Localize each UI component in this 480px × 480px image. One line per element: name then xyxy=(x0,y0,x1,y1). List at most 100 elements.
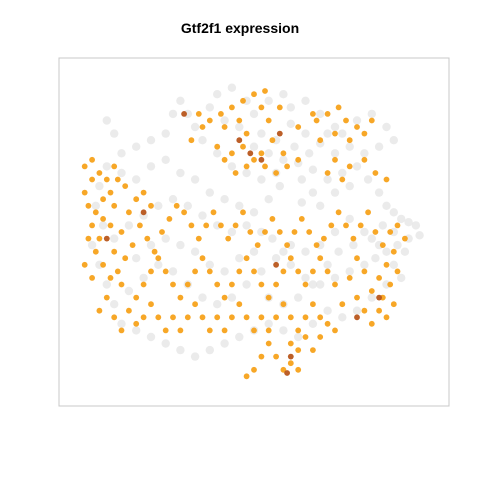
point-expressed-189 xyxy=(243,373,250,380)
point-expressed-22 xyxy=(243,163,250,170)
point-background-107 xyxy=(389,260,398,269)
point-high-5 xyxy=(103,235,110,242)
point-expressed-50 xyxy=(96,170,103,176)
point-expressed-92 xyxy=(240,209,246,216)
point-expressed-84 xyxy=(181,209,188,216)
point-expressed-103 xyxy=(321,235,327,242)
point-expressed-135 xyxy=(258,281,265,288)
point-background-88 xyxy=(132,326,141,335)
point-expressed-17 xyxy=(284,163,290,170)
point-background-36 xyxy=(330,273,340,283)
point-expressed-83 xyxy=(173,202,180,209)
point-background-156 xyxy=(301,96,310,106)
point-background-72 xyxy=(198,136,207,145)
point-expressed-49 xyxy=(89,156,95,163)
point-background-15 xyxy=(323,175,332,184)
point-expressed-58 xyxy=(107,189,114,196)
point-expressed-121 xyxy=(394,268,401,275)
point-background-162 xyxy=(205,103,214,112)
series-background xyxy=(87,83,424,361)
point-expressed-173 xyxy=(273,314,279,321)
point-expressed-65 xyxy=(92,248,99,255)
point-expressed-132 xyxy=(280,268,287,275)
point-expressed-208 xyxy=(89,275,95,281)
point-background-2 xyxy=(290,142,299,151)
point-expressed-110 xyxy=(372,229,379,235)
point-background-55 xyxy=(95,181,104,191)
point-background-64 xyxy=(220,195,229,204)
point-background-132 xyxy=(220,267,229,276)
point-expressed-138 xyxy=(236,268,243,275)
point-background-89 xyxy=(146,332,156,342)
point-expressed-38 xyxy=(332,130,338,137)
point-background-115 xyxy=(271,254,281,263)
point-expressed-70 xyxy=(129,242,136,249)
point-expressed-165 xyxy=(214,314,221,321)
point-background-44 xyxy=(227,227,237,237)
point-background-102 xyxy=(338,313,347,322)
point-expressed-13 xyxy=(240,143,246,150)
point-expressed-186 xyxy=(265,340,272,347)
point-background-94 xyxy=(220,339,229,348)
point-background-143 xyxy=(378,221,387,230)
point-background-97 xyxy=(264,319,273,328)
point-expressed-206 xyxy=(111,314,118,321)
point-expressed-124 xyxy=(346,275,353,281)
point-background-68 xyxy=(257,175,266,184)
point-expressed-62 xyxy=(100,216,106,222)
point-background-13 xyxy=(330,149,340,158)
point-background-79 xyxy=(132,142,141,151)
point-expressed-207 xyxy=(118,327,125,334)
point-expressed-115 xyxy=(390,248,397,255)
point-expressed-98 xyxy=(284,242,290,249)
point-background-153 xyxy=(345,142,354,151)
point-background-65 xyxy=(235,201,244,210)
point-background-33 xyxy=(371,254,380,263)
point-expressed-40 xyxy=(310,111,316,117)
point-expressed-108 xyxy=(357,222,364,229)
point-expressed-125 xyxy=(332,281,338,288)
point-background-40 xyxy=(279,247,288,256)
point-expressed-166 xyxy=(221,327,228,334)
point-high-8 xyxy=(354,314,360,321)
point-background-16 xyxy=(308,188,318,197)
point-background-14 xyxy=(338,168,347,178)
point-expressed-15 xyxy=(262,163,268,170)
point-expressed-196 xyxy=(354,294,360,301)
point-background-69 xyxy=(242,168,251,178)
point-expressed-66 xyxy=(100,261,106,268)
point-background-160 xyxy=(235,122,244,132)
point-background-128 xyxy=(161,234,170,243)
point-background-127 xyxy=(146,240,156,250)
point-expressed-102 xyxy=(313,242,320,249)
point-expressed-139 xyxy=(229,281,235,288)
point-expressed-69 xyxy=(122,255,129,262)
point-background-21 xyxy=(352,162,362,171)
point-background-32 xyxy=(382,247,391,256)
point-background-20 xyxy=(345,181,354,191)
point-background-104 xyxy=(367,293,376,302)
point-expressed-174 xyxy=(280,301,287,308)
point-expressed-185 xyxy=(273,353,279,360)
point-background-75 xyxy=(176,96,185,106)
point-background-141 xyxy=(349,240,358,250)
point-background-27 xyxy=(404,218,413,227)
point-high-6 xyxy=(287,353,294,360)
point-expressed-75 xyxy=(133,196,140,203)
point-background-98 xyxy=(279,326,288,335)
point-background-146 xyxy=(338,129,347,138)
point-expressed-18 xyxy=(295,156,302,163)
point-expressed-16 xyxy=(273,170,279,176)
point-high-7 xyxy=(284,370,290,376)
point-expressed-144 xyxy=(192,268,199,275)
point-expressed-151 xyxy=(140,281,147,288)
point-expressed-104 xyxy=(328,222,335,229)
point-background-29 xyxy=(415,231,424,240)
point-expressed-148 xyxy=(162,268,169,275)
point-expressed-12 xyxy=(265,117,272,124)
point-expressed-25 xyxy=(214,143,221,150)
point-expressed-183 xyxy=(287,360,294,367)
point-expressed-8 xyxy=(188,137,195,144)
point-expressed-109 xyxy=(365,209,371,216)
